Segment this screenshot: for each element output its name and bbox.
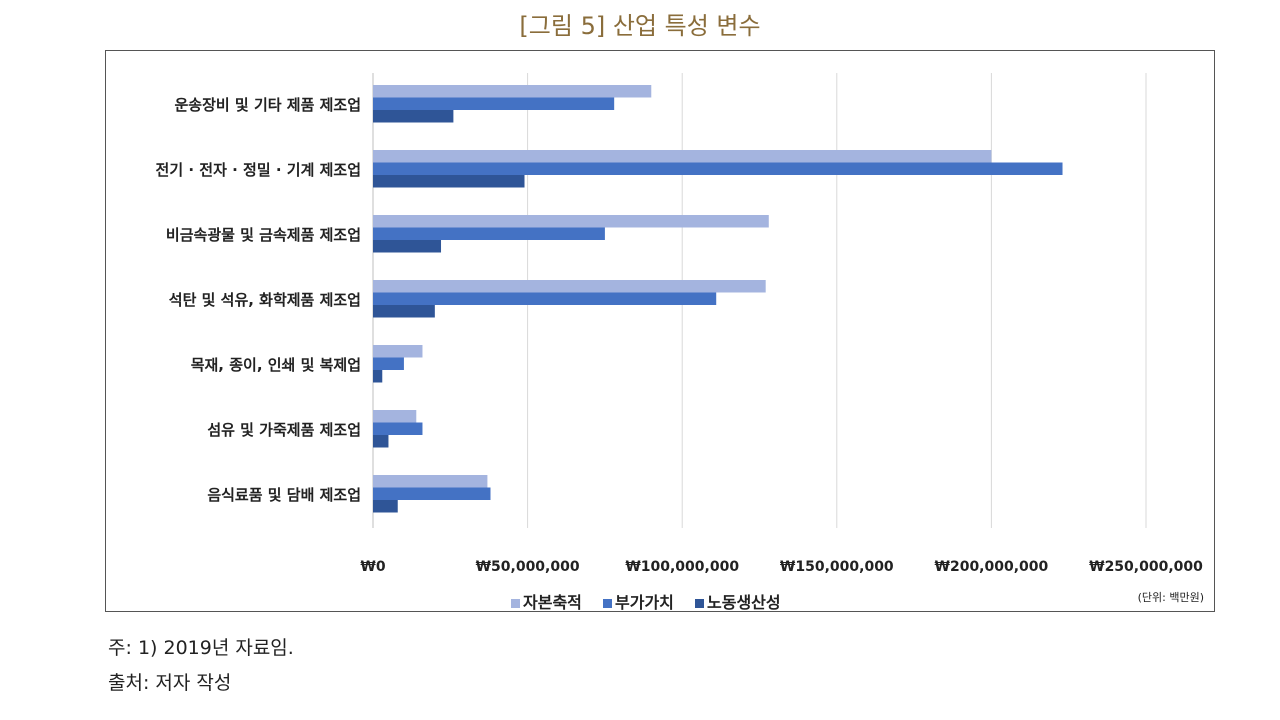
bar-value-added <box>373 97 615 110</box>
x-tick-label: ₩150,000,000 <box>780 559 894 575</box>
category-label: 섬유 및 가죽제품 제조업 <box>207 421 361 439</box>
bar-labor-productivity <box>373 305 435 318</box>
bar-capital <box>373 410 417 423</box>
bar-labor-productivity <box>373 500 398 513</box>
legend-label: 부가가치 <box>615 593 674 611</box>
bar-labor-productivity <box>373 110 454 123</box>
bar-capital <box>373 150 992 163</box>
x-tick-label: ₩200,000,000 <box>935 559 1049 575</box>
bar-labor-productivity <box>373 370 383 383</box>
bar-labor-productivity <box>373 240 442 253</box>
legend-swatch <box>695 599 704 608</box>
source-text: 저자 작성 <box>155 672 232 694</box>
bar-capital <box>373 280 766 293</box>
bar-capital <box>373 475 488 488</box>
bar-capital <box>373 85 652 98</box>
figure-title: [그림 5] 산업 특성 변수 <box>519 12 761 40</box>
note-prefix: 주: <box>108 637 132 659</box>
category-label: 전기 · 전자 · 정밀 · 기계 제조업 <box>156 161 361 179</box>
bar-value-added <box>373 487 491 500</box>
category-label: 비금속광물 및 금속제품 제조업 <box>166 226 361 244</box>
bar-capital <box>373 215 769 228</box>
bar-value-added <box>373 292 717 305</box>
x-tick-label: ₩250,000,000 <box>1089 559 1203 575</box>
x-tick-label: ₩0 <box>360 559 385 575</box>
bar-value-added <box>373 227 605 240</box>
bar-value-added <box>373 357 404 370</box>
legend-swatch <box>603 599 612 608</box>
unit-note: (단위: 백만원) <box>1138 591 1204 604</box>
bar-labor-productivity <box>373 435 389 448</box>
legend-label: 자본축적 <box>523 593 582 611</box>
bar-value-added <box>373 162 1063 175</box>
legend-swatch <box>511 599 520 608</box>
category-label: 석탄 및 석유, 화학제품 제조업 <box>169 291 361 309</box>
note-line-1: 주: 1) 2019년 자료임. <box>108 633 294 660</box>
source-prefix: 출처: <box>108 672 150 694</box>
x-tick-label: ₩50,000,000 <box>476 559 580 575</box>
bar-value-added <box>373 422 423 435</box>
category-label: 운송장비 및 기타 제품 제조업 <box>175 96 362 114</box>
bar-capital <box>373 345 423 358</box>
note-text: 1) 2019년 자료임. <box>137 637 294 659</box>
x-tick-label: ₩100,000,000 <box>625 559 739 575</box>
legend-label: 노동생산성 <box>707 593 781 611</box>
category-label: 음식료품 및 담배 제조업 <box>207 486 361 504</box>
category-label: 목재, 종이, 인쇄 및 복제업 <box>191 356 361 374</box>
source-line: 출처: 저자 작성 <box>108 668 231 695</box>
bar-labor-productivity <box>373 175 525 188</box>
